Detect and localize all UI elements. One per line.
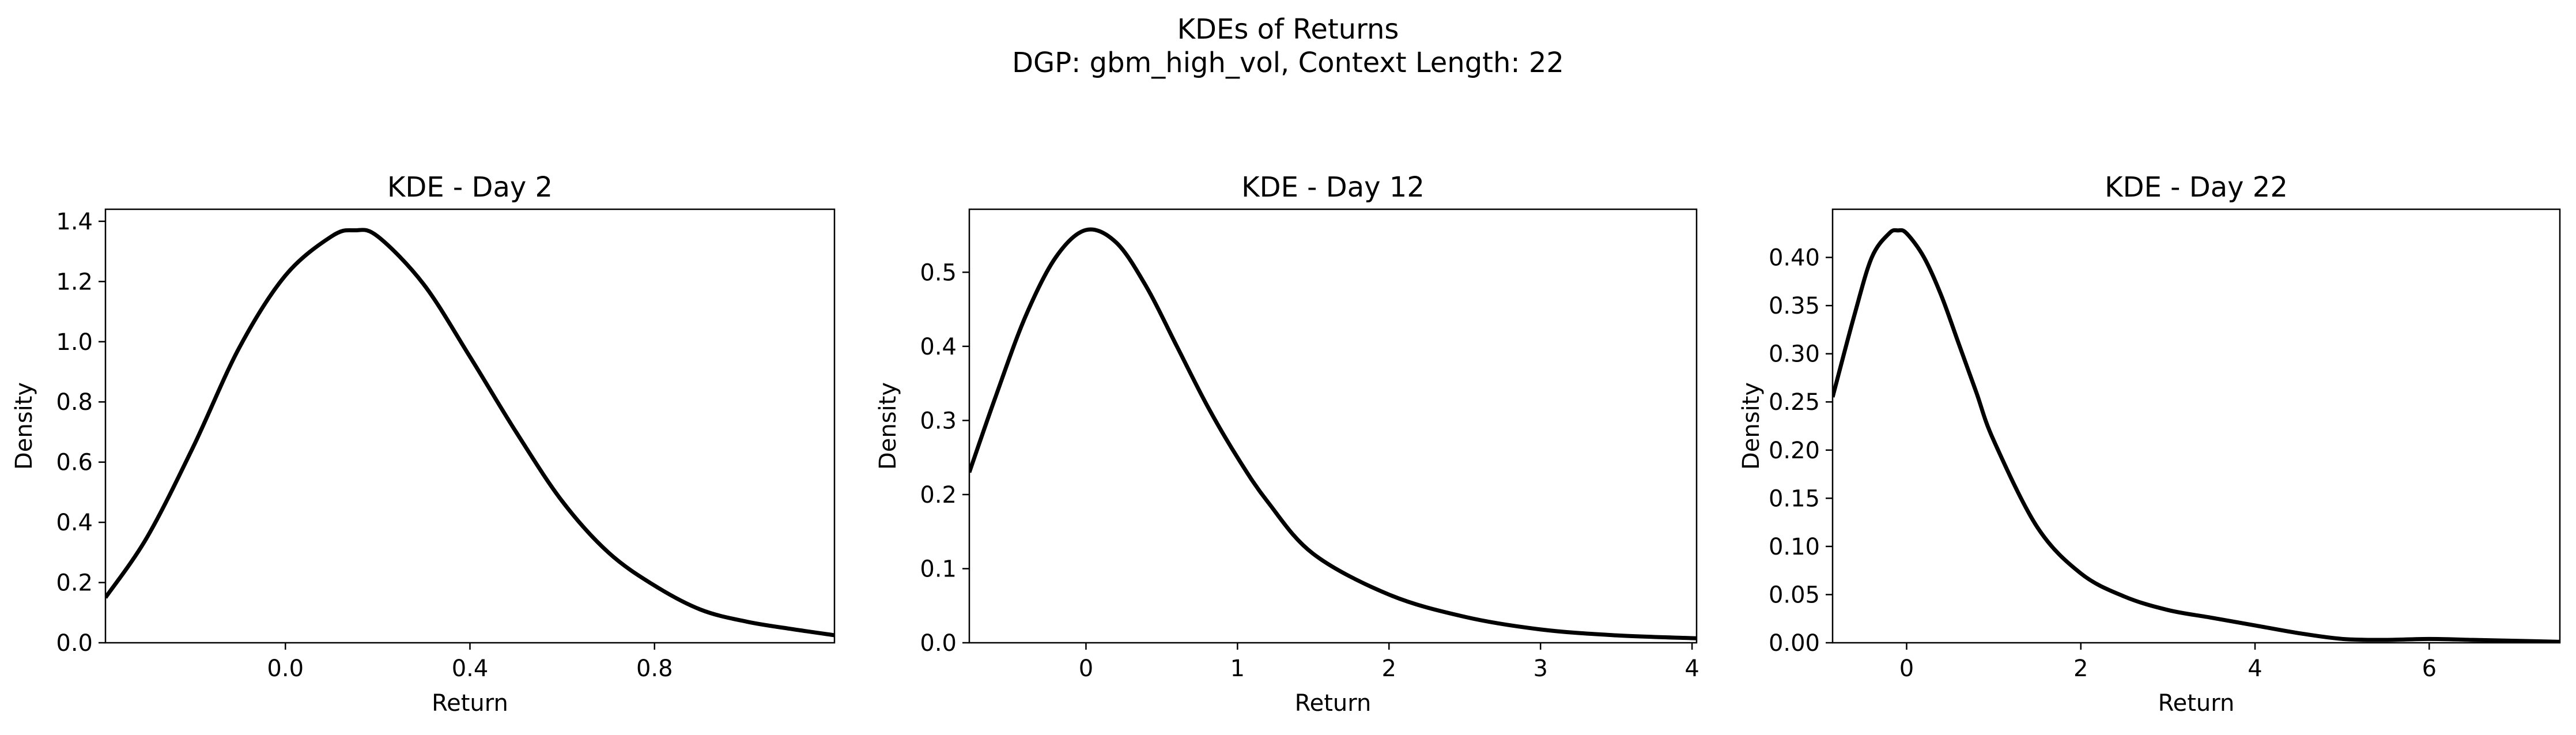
panel-title: KDE - Day 2: [387, 171, 553, 203]
kde-panel-2: 0 1 2 3 4 0.0 0.1 0.2 0.3 0.4 0.5 KDE - Day 12 Retur…: [875, 171, 1699, 717]
panel-title: KDE - Day 22: [2105, 171, 2288, 203]
y-tick-label: 0.35: [1769, 293, 1820, 319]
x-tick-label: 3: [1533, 655, 1547, 682]
x-tick-label: 0.4: [452, 655, 489, 682]
y-axis-label: Density: [875, 382, 901, 470]
y-tick-label: 0.0: [56, 630, 93, 657]
x-tick-label: 4: [2248, 655, 2262, 682]
y-tick-label: 0.15: [1769, 485, 1820, 512]
y-axis-label: Density: [11, 382, 37, 470]
figure-title: KDEs of Returns DGP: gbm_high_vol, Conte…: [0, 13, 2576, 80]
y-tick-label: 0.30: [1769, 341, 1820, 368]
y-tick-label: 0.4: [56, 510, 93, 536]
y-tick-label: 0.6: [56, 450, 93, 476]
x-tick-label: 2: [2073, 655, 2088, 682]
kde-panel-3: 0 2 4 6 0.00 0.05 0.10 0.15 0.20 0.25 0.30 0.35 0.40…: [1738, 171, 2561, 717]
x-tick-label: 0.0: [267, 655, 304, 682]
y-tick-label: 0.3: [920, 408, 957, 434]
axes-frame: [1831, 208, 2561, 644]
figure-title-line-2: DGP: gbm_high_vol, Context Length: 22: [1012, 47, 1564, 79]
kde-line: [105, 228, 834, 638]
y-tick-label: 1.4: [56, 209, 93, 235]
y-tick-label: 0.4: [920, 334, 957, 360]
y-tick-label: 0.25: [1769, 389, 1820, 416]
kde-panel-1: 0.0 0.4 0.8 0.0 0.2 0.4 0.6 0.8 1.0 1.2 1.4 KDE - D…: [11, 171, 836, 717]
y-tick-label: 0.5: [920, 259, 957, 286]
kde-line: [969, 227, 1697, 640]
y-tick-label: 0.1: [920, 556, 957, 582]
figure-title-line-1: KDEs of Returns: [1177, 13, 1399, 46]
panel-title: KDE - Day 12: [1241, 171, 1425, 203]
y-tick-label: 0.0: [920, 630, 957, 657]
x-axis-label: Return: [1295, 690, 1372, 717]
axes-frame: [968, 208, 1698, 644]
x-axis-label: Return: [2158, 690, 2235, 717]
y-axis-label: Density: [1738, 382, 1765, 470]
x-axis-label: Return: [432, 690, 508, 717]
x-tick-label: 4: [1684, 655, 1699, 682]
x-tick-label: 0.8: [636, 655, 673, 682]
x-tick-label: 6: [2422, 655, 2437, 682]
y-tick-label: 0.40: [1769, 245, 1820, 272]
y-tick-label: 0.10: [1769, 534, 1820, 560]
x-tick-label: 0: [1899, 655, 1914, 682]
y-tick-label: 1.0: [56, 329, 93, 356]
kde-line: [1833, 228, 2560, 643]
x-tick-label: 2: [1382, 655, 1396, 682]
y-tick-label: 0.2: [920, 482, 957, 508]
y-tick-label: 1.2: [56, 269, 93, 295]
x-tick-label: 1: [1230, 655, 1245, 682]
y-tick-label: 0.20: [1769, 438, 1820, 464]
y-tick-label: 0.05: [1769, 582, 1820, 608]
x-tick-label: 0: [1079, 655, 1093, 682]
y-tick-label: 0.8: [56, 389, 93, 416]
axes-frame: [104, 208, 836, 644]
y-tick-label: 0.00: [1769, 630, 1820, 657]
y-tick-label: 0.2: [56, 570, 93, 597]
